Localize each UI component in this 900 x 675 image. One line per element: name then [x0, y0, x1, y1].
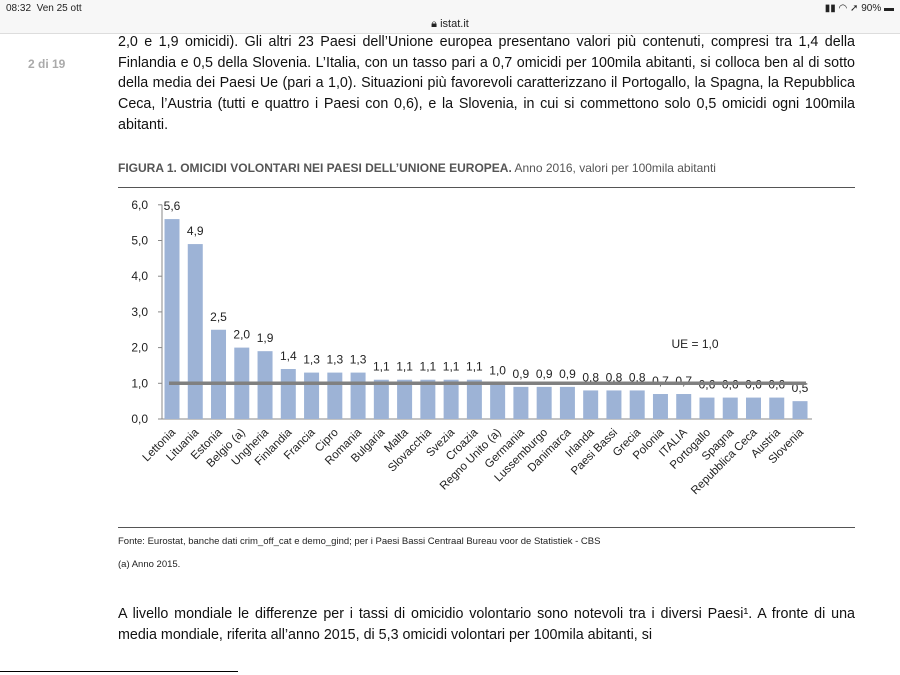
bar-germania [513, 386, 529, 419]
status-time: 08:32 Ven 25 ott [6, 3, 82, 14]
bar-regno-unito-a- [490, 383, 506, 419]
url-bar[interactable]: 🔒︎ istat.it [431, 18, 469, 30]
bar-ungheria [257, 351, 273, 419]
data-label: 1,1 [373, 360, 390, 374]
figure-source: Fonte: Eurostat, banche dati crim_off_ca… [118, 536, 601, 547]
bar-polonia [652, 394, 668, 419]
lock-icon: 🔒︎ [431, 18, 438, 30]
bar-danimarca [559, 386, 575, 419]
data-label: 1,1 [420, 360, 437, 374]
bar-francia [304, 372, 320, 419]
y-tick-label: 1,0 [131, 376, 148, 390]
data-label: 1,0 [489, 363, 506, 377]
y-tick-label: 2,0 [131, 341, 148, 355]
page-indicator: 2 di 19 [28, 57, 66, 71]
data-label: 0,9 [559, 367, 576, 381]
bar-repubblica-ceca [746, 397, 761, 419]
data-label: 2,5 [210, 310, 227, 324]
bar-slovenia [792, 401, 808, 419]
bar-croazia [466, 379, 482, 419]
bar-estonia [211, 329, 227, 419]
bar-irlanda [583, 390, 599, 419]
footnote-rule [0, 671, 238, 672]
paragraph-bottom: A livello mondiale le differenze per i t… [118, 606, 855, 643]
y-tick-label: 0,0 [131, 412, 148, 426]
data-label: 4,9 [187, 224, 204, 238]
bar-lussemburgo [536, 386, 552, 419]
data-label: 0,9 [536, 367, 553, 381]
bar-svezia [443, 379, 459, 419]
data-label: 0,7 [652, 374, 669, 388]
y-tick-label: 5,0 [131, 234, 148, 248]
bar-bulgaria [373, 379, 389, 419]
y-tick-label: 4,0 [131, 269, 148, 283]
divider [118, 187, 855, 188]
data-label: 0,8 [582, 370, 599, 384]
data-label: 1,1 [443, 360, 460, 374]
bar-grecia [629, 390, 645, 419]
status-battery: ▮▮ ◠ ➚ 90% ▬ [824, 3, 894, 14]
bar-romania [350, 372, 366, 419]
data-label: 0,9 [513, 367, 530, 381]
bar-paesi-bassi [606, 390, 622, 419]
bar-cipro [327, 372, 343, 419]
bar-italia [676, 394, 692, 419]
data-label: 1,3 [350, 353, 367, 367]
y-tick-label: 6,0 [131, 198, 148, 212]
paragraph-top: 2,0 e 1,9 omicidi). Gli altri 23 Paesi d… [118, 34, 855, 133]
bar-austria [769, 397, 785, 419]
data-label: 1,3 [326, 353, 343, 367]
data-label: 0,7 [675, 374, 692, 388]
data-label: 5,6 [164, 199, 181, 213]
bar-portogallo [699, 397, 715, 419]
y-tick-label: 3,0 [131, 305, 148, 319]
data-label: 1,1 [466, 360, 483, 374]
divider [118, 527, 855, 528]
bar-lettonia [164, 219, 180, 419]
eu-average-label: UE = 1,0 [671, 337, 718, 351]
bar-lituania [187, 244, 203, 419]
bar-spagna [722, 397, 738, 419]
figure-title: FIGURA 1. OMICIDI VOLONTARI NEI PAESI DE… [118, 161, 716, 175]
data-label: 0,8 [629, 370, 646, 384]
bar-finlandia [280, 369, 296, 419]
bar-slovacchia [420, 379, 436, 419]
bar-malta [397, 379, 413, 419]
data-label: 1,4 [280, 349, 297, 363]
data-label: 0,8 [606, 370, 623, 384]
data-label: 1,1 [396, 360, 413, 374]
status-bar: 08:32 Ven 25 ott ▮▮ ◠ ➚ 90% ▬ 🔒︎ istat.i… [0, 0, 900, 34]
data-label: 1,3 [303, 353, 320, 367]
figure-note: (a) Anno 2015. [118, 559, 181, 570]
data-label: 2,0 [233, 328, 250, 342]
data-label: 1,9 [257, 331, 274, 345]
